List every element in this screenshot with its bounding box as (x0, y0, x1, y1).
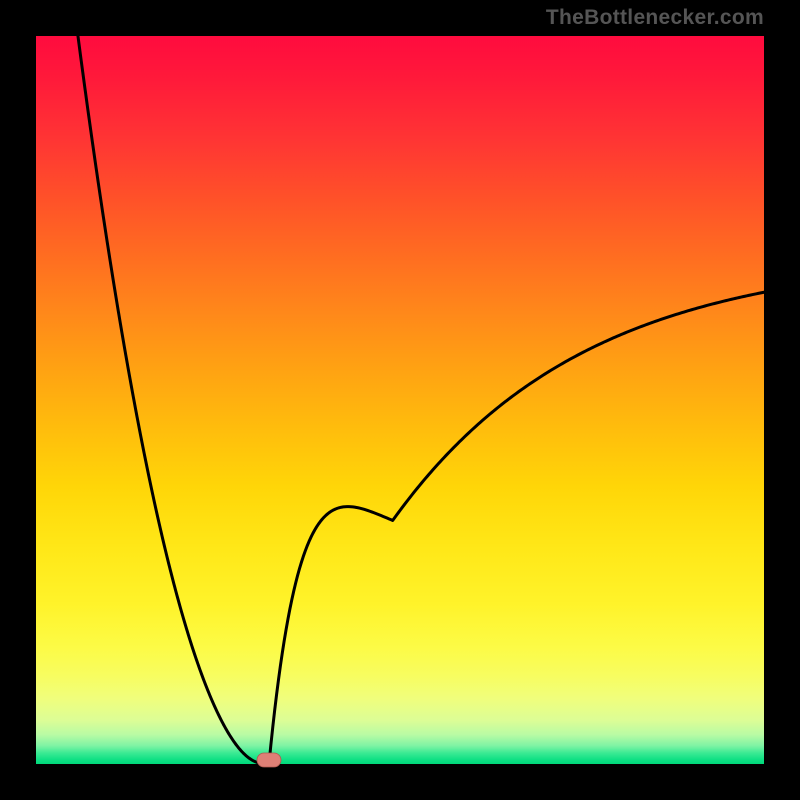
chart-container: TheBottlenecker.com (0, 0, 800, 800)
optimal-point-marker (255, 751, 283, 769)
credit-label: TheBottlenecker.com (546, 6, 764, 30)
plot-area (36, 36, 764, 764)
optimal-point-pill (257, 753, 281, 767)
